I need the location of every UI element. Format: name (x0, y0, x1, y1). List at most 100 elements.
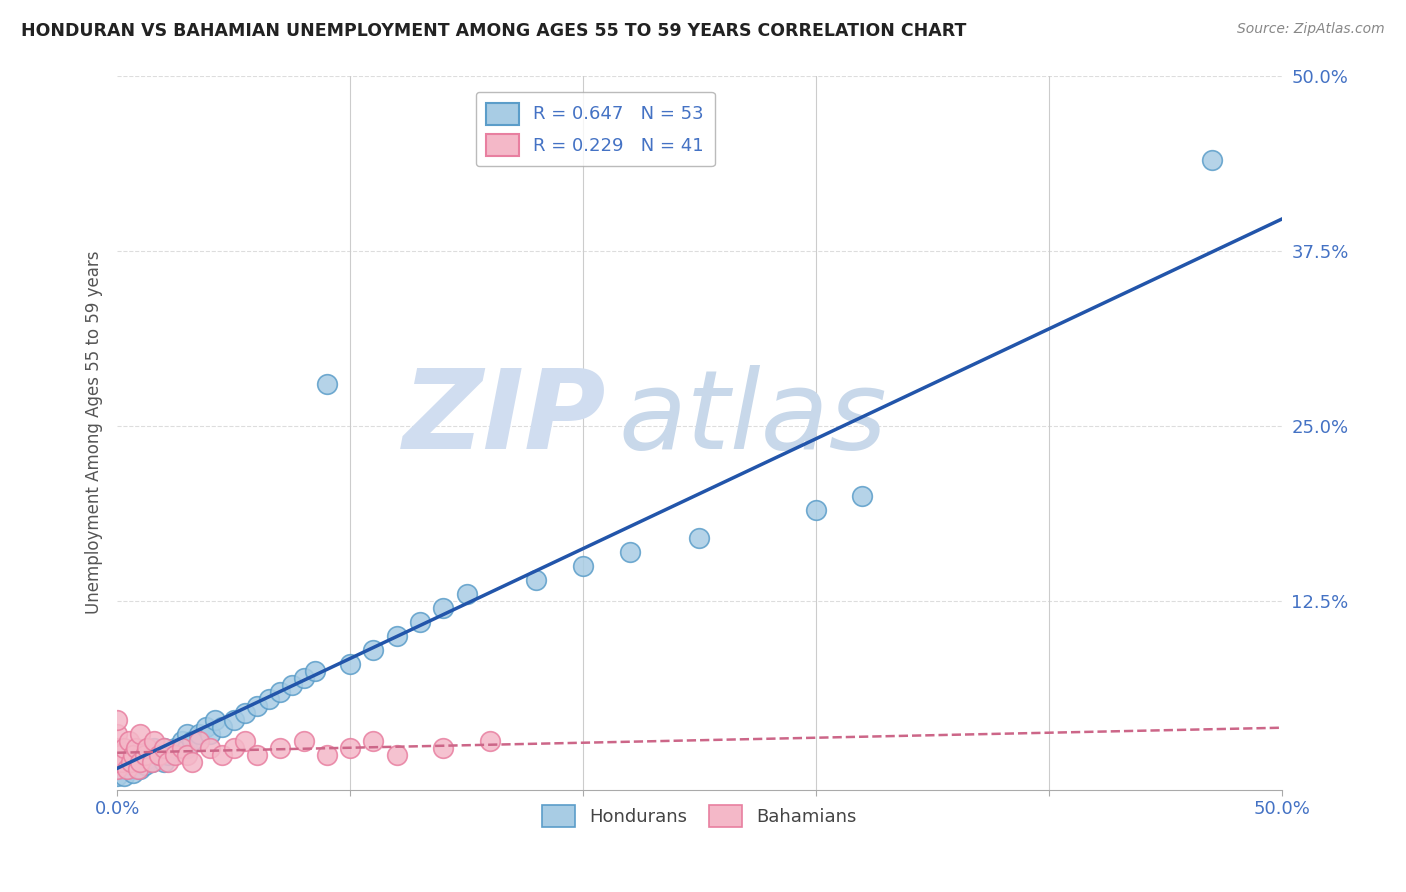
Point (157, 755, 180, 769)
Point (112, 769, 135, 783)
Point (1201, 153, 1223, 167)
Point (120, 755, 142, 769)
Point (246, 747, 269, 762)
Point (222, 713, 245, 727)
Point (111, 755, 134, 769)
Point (269, 685, 291, 699)
Text: HONDURAN VS BAHAMIAN UNEMPLOYMENT AMONG AGES 55 TO 59 YEARS CORRELATION CHART: HONDURAN VS BAHAMIAN UNEMPLOYMENT AMONG … (21, 22, 966, 40)
Point (619, 545, 641, 559)
Point (105, 762, 128, 776)
Point (129, 755, 152, 769)
Point (129, 727, 152, 741)
Point (105, 762, 128, 776)
Point (572, 558, 595, 573)
Point (152, 755, 174, 769)
Point (134, 747, 156, 762)
Point (172, 740, 194, 755)
Point (105, 755, 128, 769)
Point (292, 671, 315, 685)
Point (851, 489, 873, 503)
Point (432, 600, 454, 615)
Point (143, 740, 166, 755)
Point (187, 734, 209, 748)
Point (456, 587, 478, 601)
Point (211, 747, 233, 762)
Point (165, 747, 187, 762)
Point (315, 747, 337, 762)
Text: ZIP: ZIP (402, 365, 606, 472)
Point (211, 720, 233, 734)
Point (165, 740, 187, 755)
Point (172, 734, 194, 748)
Point (118, 762, 141, 776)
Point (111, 762, 134, 776)
Point (281, 678, 304, 692)
Point (157, 747, 180, 762)
Point (115, 762, 138, 776)
Legend: Hondurans, Bahamians: Hondurans, Bahamians (536, 798, 863, 835)
Point (194, 720, 217, 734)
Point (141, 755, 163, 769)
Point (115, 755, 138, 769)
Point (136, 752, 159, 766)
Point (257, 691, 280, 706)
Point (315, 376, 337, 391)
Point (118, 734, 141, 748)
Point (222, 740, 245, 755)
Point (105, 727, 128, 741)
Point (478, 734, 501, 748)
Point (187, 727, 209, 741)
Point (105, 713, 128, 727)
Point (339, 740, 361, 755)
Point (127, 762, 149, 776)
Y-axis label: Unemployment Among Ages 55 to 59 years: Unemployment Among Ages 55 to 59 years (86, 251, 103, 615)
Text: Source: ZipAtlas.com: Source: ZipAtlas.com (1237, 22, 1385, 37)
Point (136, 740, 159, 755)
Point (432, 740, 454, 755)
Point (363, 734, 385, 748)
Text: atlas: atlas (619, 365, 887, 472)
Point (120, 757, 142, 772)
Point (152, 740, 174, 755)
Point (526, 573, 548, 587)
Point (134, 757, 156, 772)
Point (152, 740, 174, 755)
Point (804, 502, 827, 516)
Point (105, 755, 128, 769)
Point (409, 615, 432, 629)
Point (176, 727, 198, 741)
Point (125, 755, 148, 769)
Point (143, 734, 166, 748)
Point (180, 755, 202, 769)
Point (141, 755, 163, 769)
Point (176, 740, 198, 755)
Point (688, 531, 710, 545)
Point (105, 747, 128, 762)
Point (233, 734, 256, 748)
Point (129, 762, 152, 776)
Point (176, 747, 198, 762)
Point (105, 740, 128, 755)
Point (385, 747, 408, 762)
Point (385, 629, 408, 643)
Point (108, 747, 131, 762)
Point (122, 747, 145, 762)
Point (339, 657, 361, 671)
Point (233, 706, 256, 720)
Point (200, 740, 222, 755)
Point (204, 713, 226, 727)
Point (363, 643, 385, 657)
Point (200, 727, 222, 741)
Point (129, 747, 152, 762)
Point (148, 747, 170, 762)
Point (125, 740, 148, 755)
Point (122, 766, 145, 780)
Point (112, 740, 135, 755)
Point (148, 747, 170, 762)
Point (246, 698, 269, 713)
Point (304, 664, 326, 678)
Point (105, 769, 128, 783)
Point (269, 740, 291, 755)
Point (292, 734, 315, 748)
Point (180, 734, 202, 748)
